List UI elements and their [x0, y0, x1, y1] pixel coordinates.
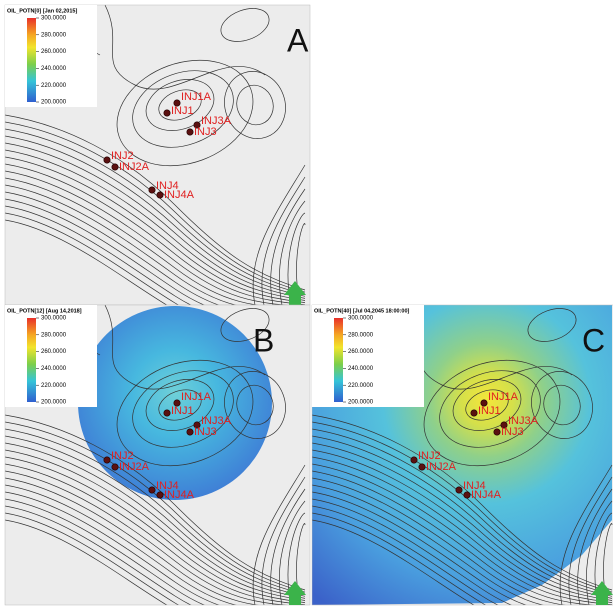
legend-tick-label: 280.0000: [41, 32, 67, 38]
panel-label: C: [582, 322, 605, 358]
well-marker: [187, 429, 193, 435]
well-marker: [187, 129, 193, 135]
well-label: INJ2A: [119, 461, 150, 473]
well-marker: [157, 492, 163, 498]
panel-label: B: [253, 322, 274, 358]
legend-tick-label: 200.0000: [41, 100, 67, 106]
map-panel: INJ1AINJ1INJ3AINJ3INJ2INJ2AINJ4INJ4AOIL_…: [312, 302, 613, 607]
well-marker: [456, 487, 462, 493]
legend-tick-label: 220.0000: [41, 83, 67, 89]
legend-tick-label: 280.0000: [41, 332, 67, 338]
legend: OIL_POTN[0] [Jan 02,2015] 300.0000 280.000…: [5, 5, 97, 107]
well-label: INJ1: [171, 405, 194, 417]
well-label: INJ4A: [471, 489, 502, 501]
legend-tick-label: 300.0000: [348, 316, 374, 322]
legend-title: OIL_POTN[0] [Jan 02,2015]: [7, 8, 77, 14]
legend-tick-label: 220.0000: [348, 383, 374, 389]
figure: INJ1AINJ1INJ3AINJ3INJ2INJ2AINJ4INJ4AOIL_…: [0, 0, 613, 607]
well-marker: [494, 429, 500, 435]
well-marker: [471, 410, 477, 416]
well-label: INJ3: [194, 126, 217, 138]
well-marker: [149, 487, 155, 493]
well-marker: [157, 192, 163, 198]
well-marker: [464, 492, 470, 498]
well-label: INJ4A: [164, 489, 195, 501]
legend-tick-label: 240.0000: [41, 366, 67, 372]
well-marker: [164, 110, 170, 116]
well-marker: [164, 410, 170, 416]
legend-tick-label: 240.0000: [41, 66, 67, 72]
legend: OIL_POTN[12] [Aug 14,2018] 300.0000 280.00…: [5, 305, 97, 407]
well-marker: [149, 187, 155, 193]
well-label: INJ3: [194, 426, 217, 438]
legend-title: OIL_POTN[40] [Jul 04,2045 18:00:00]: [314, 308, 410, 314]
legend-tick-label: 300.0000: [41, 316, 67, 322]
well-label: INJ2A: [119, 161, 150, 173]
legend: OIL_POTN[40] [Jul 04,2045 18:00:00] 300.0…: [312, 305, 424, 407]
legend-tick-label: 260.0000: [41, 49, 67, 55]
legend-tick-label: 300.0000: [41, 16, 67, 22]
well-marker: [112, 464, 118, 470]
well-marker: [419, 464, 425, 470]
well-marker: [411, 457, 417, 463]
legend-tick-label: 200.0000: [41, 400, 67, 406]
well-label: INJ1A: [181, 91, 212, 103]
well-label: INJ1A: [488, 391, 519, 403]
legend-tick-label: 240.0000: [348, 366, 374, 372]
legend-colorbar: [27, 18, 36, 102]
legend-colorbar: [27, 318, 36, 402]
legend-tick-label: 260.0000: [348, 349, 374, 355]
map-panel: INJ1AINJ1INJ3AINJ3INJ2INJ2AINJ4INJ4AOIL_…: [5, 2, 310, 329]
well-label: INJ3: [501, 426, 524, 438]
well-label: INJ1: [171, 105, 194, 117]
legend-tick-label: 220.0000: [41, 383, 67, 389]
map-panel: INJ1AINJ1INJ3AINJ3INJ2INJ2AINJ4INJ4AOIL_…: [5, 302, 310, 607]
panel-label: A: [287, 22, 309, 58]
legend-tick-label: 280.0000: [348, 332, 374, 338]
legend-tick-label: 260.0000: [41, 349, 67, 355]
legend-tick-label: 200.0000: [348, 400, 374, 406]
well-marker: [112, 164, 118, 170]
well-marker: [104, 157, 110, 163]
legend-title: OIL_POTN[12] [Aug 14,2018]: [7, 308, 82, 314]
legend-colorbar: [334, 318, 343, 402]
well-label: INJ4A: [164, 189, 195, 201]
well-label: INJ1: [478, 405, 501, 417]
well-label: INJ1A: [181, 391, 212, 403]
well-label: INJ2A: [426, 461, 457, 473]
well-marker: [104, 457, 110, 463]
